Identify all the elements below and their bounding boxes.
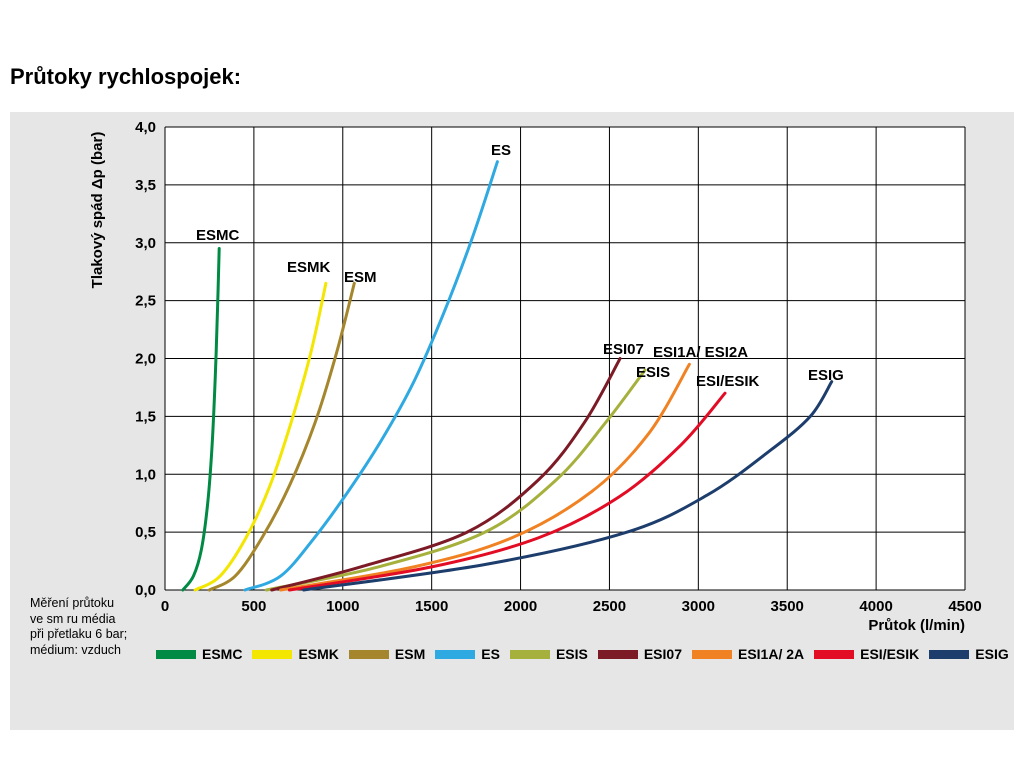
curve-label-es: ES — [491, 142, 511, 159]
x-tick-label: 500 — [241, 598, 266, 615]
curve-esmk — [193, 281, 328, 592]
curve-esi07 — [270, 357, 622, 592]
tick-labels: 0 500 1000 1500 2000 2500 3000 3500 4000 4500 0,0 0… — [135, 119, 982, 615]
chart-panel: 0 500 1000 1500 2000 2500 3000 3500 4000 4500 0,0 0… — [10, 112, 1014, 730]
y-tick-label: 2,0 — [135, 351, 156, 368]
legend-item-esi07: ESI07 — [597, 646, 682, 662]
legend-swatch-esmc — [156, 649, 196, 659]
curve-esis — [264, 368, 647, 592]
curve-es — [243, 160, 499, 592]
legend-label-esm: ESM — [394, 646, 426, 662]
legend-label-esi07: ESI07 — [643, 646, 682, 662]
legend-item-esi1a-2a: ESI1A/ 2A — [691, 646, 805, 662]
x-tick-label: 2000 — [504, 598, 537, 615]
curve-label-esmc: ESMC — [196, 227, 240, 244]
legend-swatch-esi1a-2a — [691, 649, 732, 659]
y-tick-label: 0,0 — [135, 582, 156, 599]
legend-swatch-es — [435, 649, 476, 659]
x-tick-label: 1000 — [326, 598, 359, 615]
legend-swatch-esi07 — [597, 649, 638, 659]
curve-label-esi1a-2a: ESI1A/ ESI2A — [653, 344, 748, 361]
x-axis-title: Průtok (l/min) — [868, 617, 965, 634]
legend-label-esig: ESIG — [975, 646, 1009, 662]
legend-label-esmc: ESMC — [202, 646, 243, 662]
legend-swatch-esi-esik — [814, 649, 855, 659]
curve-label-esmk: ESMK — [287, 259, 331, 276]
legend-item-esmk: ESMK — [252, 646, 339, 662]
curve-label-esm: ESM — [344, 269, 377, 286]
legend-swatch-esmk — [252, 649, 293, 659]
note-line-2: ve sm ru média — [30, 611, 116, 626]
legend-item-esig: ESIG — [929, 646, 1009, 662]
legend-item-esis: ESIS — [509, 646, 588, 662]
x-tick-label: 4000 — [859, 598, 892, 615]
curve-esi1a-2a — [279, 362, 691, 592]
y-axis-title: Tlakový spád Δp (bar) — [89, 132, 106, 289]
y-tick-label: 4,0 — [135, 119, 156, 136]
flow-chart: 0 500 1000 1500 2000 2500 3000 3500 4000 4500 0,0 0… — [89, 119, 982, 634]
legend-label-esis: ESIS — [555, 646, 588, 662]
y-tick-label: 1,0 — [135, 466, 156, 483]
curve-label-esig: ESIG — [808, 367, 844, 384]
legend-swatch-esig — [929, 649, 970, 659]
curve-esm — [207, 281, 356, 592]
legend-item-esmc: ESMC — [156, 646, 242, 662]
note-line-4: médium: vzduch — [30, 642, 122, 657]
legend-item-es: ES — [435, 646, 500, 662]
legend-item-esi-esik: ESI/ESIK — [814, 646, 919, 662]
legend-swatch-esis — [509, 649, 550, 659]
y-tick-label: 1,5 — [135, 408, 156, 425]
curve-esmc — [181, 247, 221, 592]
legend: ESMC ESMK ESM ES ESIS ESI07 ESI1A/ 2A ESI/ESIK E… — [156, 646, 1009, 662]
curve-esi-esik — [287, 391, 727, 592]
legend-swatch-esm — [348, 649, 389, 659]
curve-labels: ESMC ESMK ESM ES ESIS ESI07 ESI1A/ ESI2A ESI/ES… — [196, 142, 844, 390]
note-line-3: při přetlaku 6 bar; — [30, 627, 128, 641]
legend-label-es: ES — [481, 646, 500, 662]
curve-label-esi07: ESI07 — [603, 341, 644, 358]
measurement-note: Měření průtoku ve sm ru média při přetla… — [30, 596, 127, 658]
legend-label-esmk: ESMK — [298, 646, 339, 662]
x-tick-label: 0 — [161, 598, 169, 615]
note-line-1: Měření průtoku — [30, 596, 115, 610]
curves — [181, 160, 834, 592]
curve-esig — [302, 380, 834, 592]
x-tick-label: 2500 — [593, 598, 626, 615]
y-tick-label: 3,0 — [135, 235, 156, 252]
x-tick-label: 4500 — [948, 598, 981, 615]
x-tick-label: 3000 — [682, 598, 715, 615]
y-tick-label: 2,5 — [135, 293, 156, 310]
page-title: Průtoky rychlospojek: — [10, 64, 242, 89]
legend-label-esi1a-2a: ESI1A/ 2A — [737, 646, 805, 662]
legend-item-esm: ESM — [348, 646, 426, 662]
curve-label-esis: ESIS — [636, 364, 670, 381]
legend-label-esi-esik: ESI/ESIK — [860, 646, 920, 662]
x-tick-label: 1500 — [415, 598, 448, 615]
y-tick-label: 0,5 — [135, 524, 156, 541]
y-tick-label: 3,5 — [135, 177, 156, 194]
x-tick-label: 3500 — [771, 598, 804, 615]
grid — [164, 126, 966, 591]
curve-label-esi-esik: ESI/ESIK — [696, 373, 760, 390]
